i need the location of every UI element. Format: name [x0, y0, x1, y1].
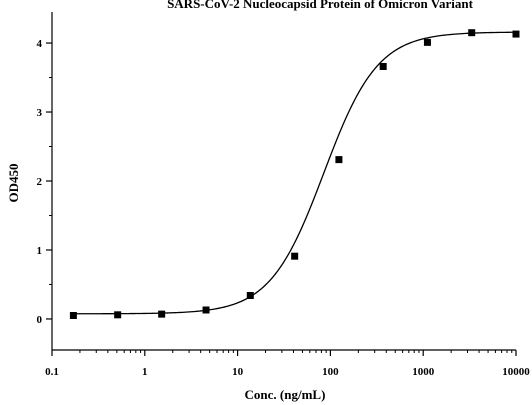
x-axis-label: Conc. (ng/mL): [245, 387, 326, 402]
data-point: [202, 306, 210, 314]
data-point: [512, 30, 520, 38]
y-axis-label: OD450: [6, 164, 21, 203]
data-point: [335, 156, 343, 164]
y-tick-label: 1: [37, 245, 43, 257]
y-tick-label: 0: [37, 314, 43, 326]
x-tick-label: 0.1: [45, 366, 59, 378]
x-tick-label: 100: [322, 366, 339, 378]
y-axis-ticks: 0 1 2 3 4: [37, 38, 52, 326]
fit-curve-line: [73, 31, 517, 315]
y-tick-label: 2: [37, 176, 43, 188]
x-tick-label: 10: [232, 366, 244, 378]
x-tick-label: 10000: [502, 366, 530, 378]
data-point: [114, 311, 122, 319]
y-tick-label: 3: [37, 107, 43, 119]
data-point: [246, 292, 254, 300]
chart-title: SARS-CoV-2 Nucleocapsid Protein of Omicr…: [167, 0, 474, 11]
data-point: [69, 312, 77, 320]
data-point: [468, 29, 476, 37]
x-axis-ticks: 0.1 1 10 100 1000 10000: [45, 350, 530, 378]
x-tick-label: 1: [142, 366, 148, 378]
data-point: [379, 62, 387, 70]
x-tick-label: 1000: [412, 366, 435, 378]
data-point: [423, 38, 431, 46]
data-point: [158, 310, 166, 318]
y-tick-label: 4: [37, 38, 43, 50]
data-points: [69, 29, 520, 320]
data-point: [291, 252, 299, 260]
